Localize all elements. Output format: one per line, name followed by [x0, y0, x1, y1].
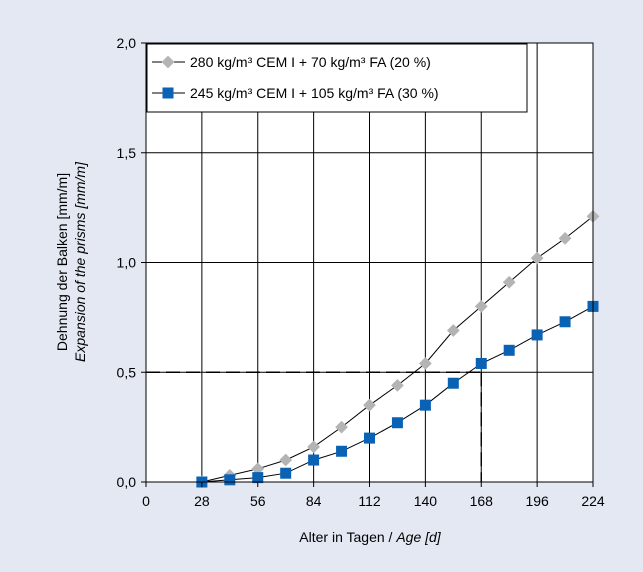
series-1-point: [474, 300, 488, 313]
series-1-point: [363, 398, 376, 412]
x-tick-label: 56: [250, 493, 266, 509]
series-2-point: [336, 445, 348, 457]
series-1-point: [307, 440, 320, 454]
series-2-point: [252, 472, 264, 484]
series-2-point: [364, 432, 375, 444]
series-2-point: [503, 344, 515, 356]
series-2-point: [475, 357, 487, 369]
y-axis-title-line-1: Dehnung der Balken [mm/m]: [54, 173, 70, 351]
series-2-point: [391, 417, 403, 429]
series-1-point: [419, 357, 432, 370]
y-axis-title-line-2: Expansion of the prisms [mm/m]: [72, 161, 88, 362]
y-tick-label: 0,0: [117, 474, 137, 490]
x-tick-label: 84: [306, 493, 322, 509]
series-1-point: [251, 462, 265, 476]
legend-label-series-2: 245 kg/m³ CEM I + 105 kg/m³ FA (30 %): [190, 85, 439, 101]
x-tick-label: 140: [414, 493, 438, 509]
series-2-point: [531, 329, 543, 341]
ticks: 0 28 56 84 112 140 168 196 224 0,0 0,5 1,0 1,5 2,0: [117, 35, 605, 509]
x-axis-title: Alter in Tagen / Age [d]: [299, 529, 442, 545]
y-tick-label: 2,0: [117, 35, 137, 51]
y-tick-label: 0,5: [117, 364, 137, 380]
x-tick-label: 112: [358, 493, 381, 509]
y-tick-label: 1,0: [117, 255, 137, 271]
x-tick-label: 28: [194, 493, 210, 509]
x-tick-label: 0: [142, 493, 150, 509]
series-2-point: [447, 377, 459, 389]
series-2-point: [280, 467, 292, 479]
grid: [146, 43, 593, 482]
legend-label-series-1: 280 kg/m³ CEM I + 70 kg/m³ FA (20 %): [190, 54, 431, 70]
series-2-point: [559, 316, 571, 328]
x-axis-title-main: Alter in Tagen /: [299, 529, 396, 545]
series-2-point: [224, 474, 236, 486]
series-2-point: [419, 399, 431, 411]
series-1-point: [335, 420, 348, 434]
y-tick-label: 1,5: [117, 145, 137, 161]
legend-box: [146, 43, 528, 113]
series-1-point: [279, 453, 293, 467]
series-2-point: [308, 454, 320, 466]
series-1-point: [446, 324, 460, 337]
x-tick-label: 196: [525, 493, 549, 509]
legend: 280 kg/m³ CEM I + 70 kg/m³ FA (20 %) 245…: [146, 43, 528, 113]
series-1-point: [391, 379, 404, 392]
reference-lines: [146, 371, 482, 482]
x-tick-label: 224: [581, 493, 605, 509]
x-axis-title-italic: Age [d]: [395, 529, 441, 545]
x-tick-label: 168: [470, 493, 494, 509]
legend-marker-series-2: [162, 87, 174, 99]
legend-marker-series-1: [161, 55, 175, 69]
